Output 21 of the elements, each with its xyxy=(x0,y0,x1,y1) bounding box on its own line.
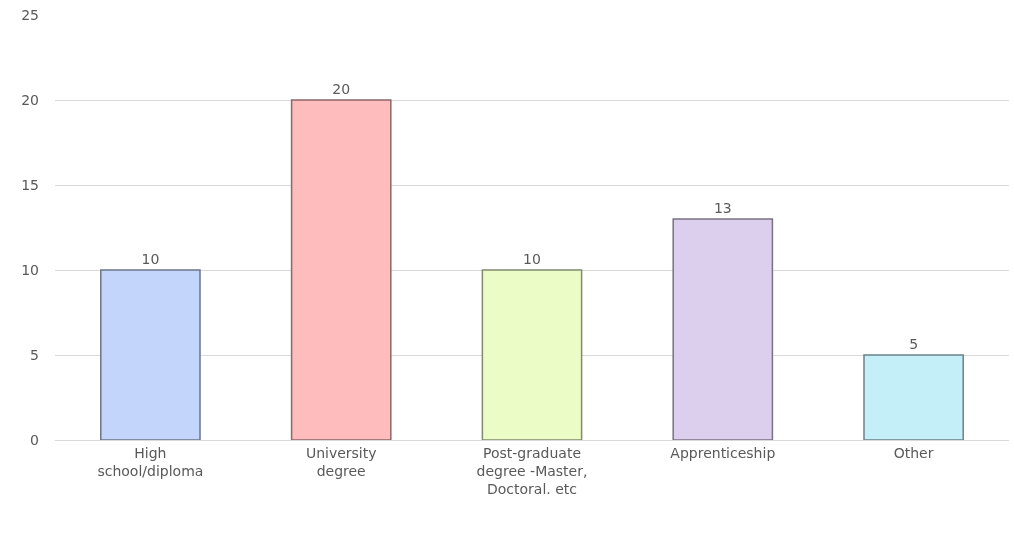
y-tick-label: 5 xyxy=(30,346,39,363)
x-tick-label: University degree xyxy=(305,444,377,479)
x-tick-label: Other xyxy=(893,444,934,461)
bar xyxy=(290,99,392,440)
data-label: 5 xyxy=(909,336,919,352)
data-label: 10 xyxy=(141,251,160,267)
y-tick-label: 10 xyxy=(21,261,39,278)
data-label: 10 xyxy=(523,251,541,267)
y-tick-label: 20 xyxy=(21,91,39,108)
x-tick-label: High school/diploma xyxy=(97,444,204,479)
data-label: 20 xyxy=(332,81,351,97)
x-tick-label: Post-graduate degree -Master, Doctoral. etc xyxy=(476,444,588,498)
bar xyxy=(481,269,583,440)
bar xyxy=(100,269,201,440)
bar xyxy=(863,354,964,440)
y-tick-label: 25 xyxy=(21,6,39,23)
x-tick-label: Apprenticeship xyxy=(670,444,776,461)
data-label: 13 xyxy=(713,200,732,216)
y-tick-label: 0 xyxy=(30,431,39,448)
y-tick-label: 15 xyxy=(21,176,39,193)
bar xyxy=(672,218,774,440)
